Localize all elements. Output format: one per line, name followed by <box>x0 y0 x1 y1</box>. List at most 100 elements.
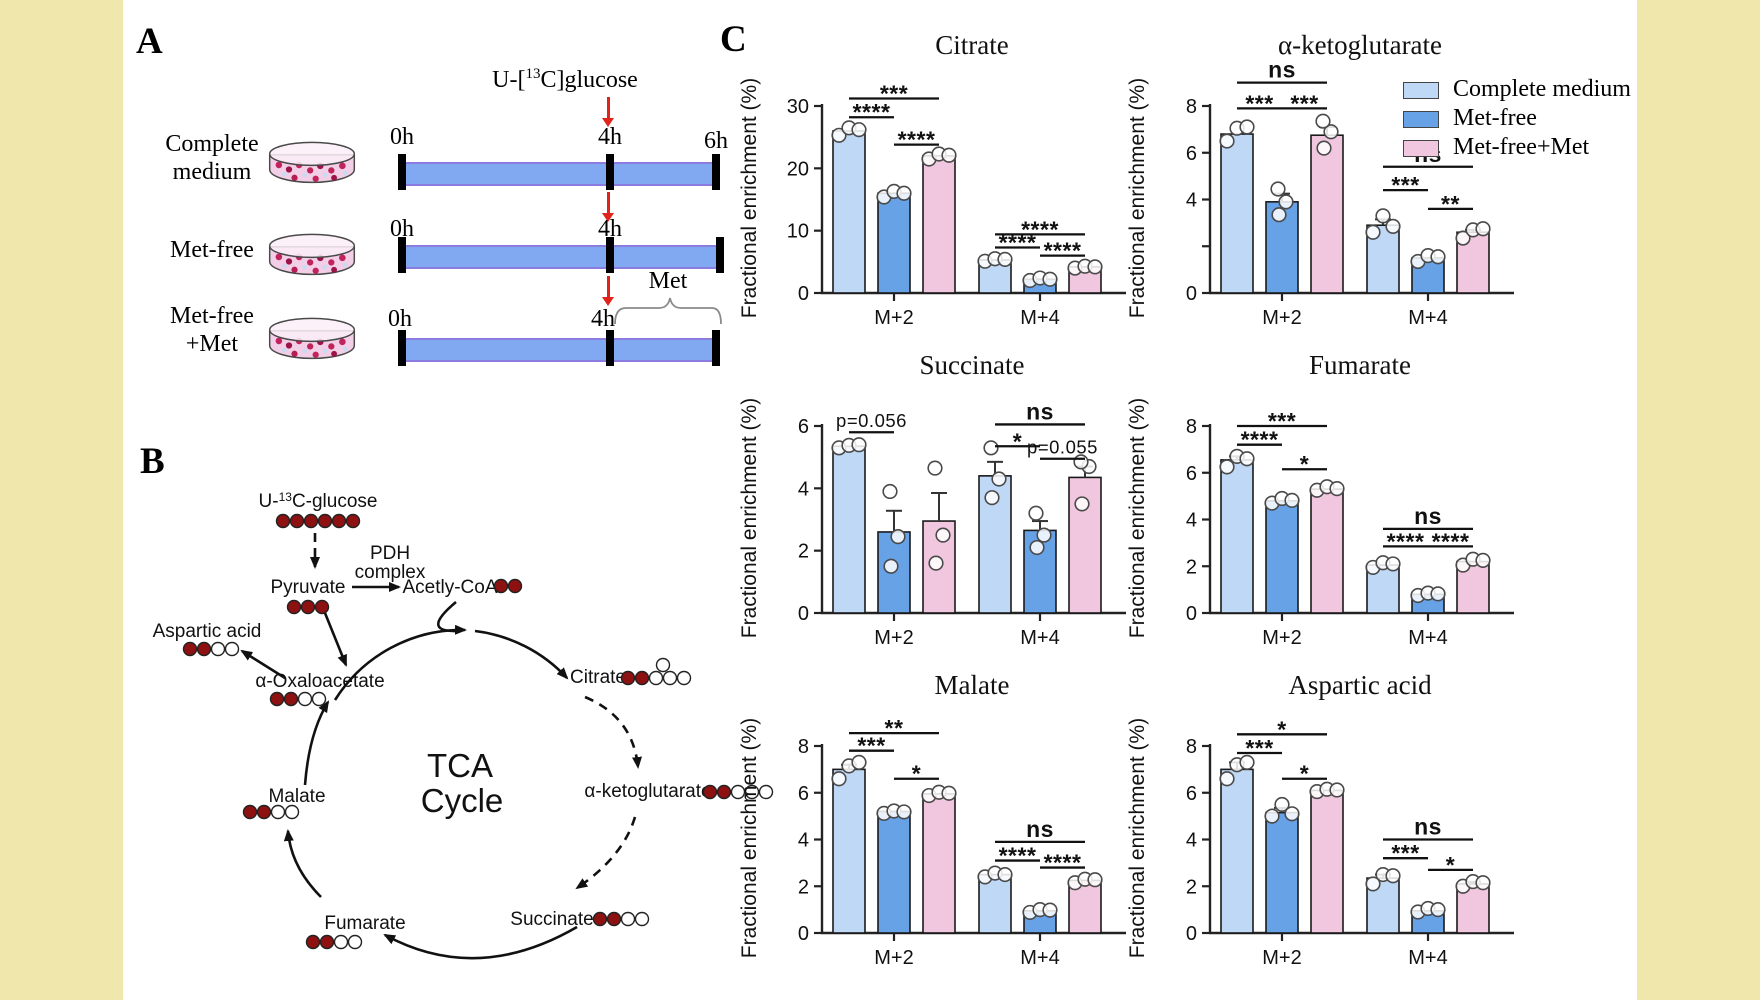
data-point <box>1087 872 1103 888</box>
y-tick-label: 6 <box>798 783 809 805</box>
data-point <box>1219 771 1235 787</box>
data-point <box>984 490 1000 506</box>
bar-met-free <box>877 192 911 294</box>
timeline-tick-label: 6h <box>704 128 728 154</box>
labeled-glucose-title: U-[13C]glucose <box>492 66 638 94</box>
significance-label: **** <box>1044 238 1082 264</box>
petri-dish-icon <box>266 316 358 364</box>
unlabeled-carbon-icon <box>270 804 286 820</box>
significance-label: **** <box>999 843 1037 869</box>
unlabeled-carbon-icon <box>662 670 678 686</box>
data-point <box>1323 124 1339 140</box>
significance-label: * <box>912 761 921 787</box>
y-tick-label: 2 <box>1186 876 1197 898</box>
data-point <box>1087 259 1103 275</box>
left-margin-band <box>0 0 123 1000</box>
significance-label: ns <box>1026 816 1054 842</box>
data-point <box>1042 271 1058 287</box>
data-point <box>890 529 906 545</box>
data-point <box>1475 552 1491 569</box>
chart-svg: Fumarate Fractional enrichment (%) 0 2 4 6 8 M+… <box>1126 350 1514 649</box>
timeline-tick <box>716 237 724 273</box>
significance-label: ns <box>1414 503 1442 529</box>
data-point <box>1239 451 1255 467</box>
y-tick-label: 0 <box>1186 283 1197 305</box>
significance-label: ** <box>885 715 904 741</box>
labeled-carbon-icon <box>345 513 361 529</box>
y-tick-label: 4 <box>798 478 809 500</box>
akg-node-label: α-ketoglutarate <box>584 781 711 802</box>
data-point <box>1475 221 1491 237</box>
unlabeled-carbon-icon <box>333 934 349 950</box>
cycle-arc-oaa-to-top <box>333 624 467 701</box>
condition-line1: Complete <box>165 131 259 157</box>
data-point <box>927 460 943 476</box>
bar-complete-medium <box>1220 133 1254 294</box>
significance-label: p=0.056 <box>836 410 907 431</box>
legend-swatch <box>1403 140 1439 157</box>
data-point <box>1385 868 1401 884</box>
significance-label: **** <box>1044 850 1082 876</box>
data-point <box>997 866 1013 883</box>
aspartate-node-label: Aspartic acid <box>153 621 262 642</box>
y-axis-label: Fractional enrichment (%) <box>1126 718 1149 958</box>
data-point <box>1284 492 1300 508</box>
timeline-tick <box>398 237 406 273</box>
significance-label: *** <box>880 81 908 107</box>
timeline-tick-label: 0h <box>388 306 412 332</box>
tracer-arrow-row2 <box>602 192 614 222</box>
bar-met-free-met <box>1310 789 1344 934</box>
chart-aspartate: Aspartic acid Fractional enrichment (%) 0 2… <box>1120 656 1600 978</box>
data-point <box>941 785 957 801</box>
labeled-carbon-icon <box>182 641 198 657</box>
significance-label: *** <box>1245 735 1273 761</box>
condition-line1: Met-free <box>170 303 254 329</box>
data-point <box>1029 539 1045 556</box>
condition-line1: Met-free <box>170 237 254 263</box>
met-bracket <box>614 297 722 325</box>
timeline-tick-label: 0h <box>390 124 414 150</box>
unlabeled-carbon-icon <box>311 691 327 707</box>
data-point <box>1316 140 1332 156</box>
significance-label: *** <box>857 733 885 759</box>
significance-label: **** <box>1241 427 1279 453</box>
unlabeled-carbon-icon <box>347 934 363 950</box>
labeled-carbon-icon <box>331 513 347 529</box>
significance-label: *** <box>1268 408 1296 434</box>
chart-svg: Malate Fractional enrichment (%) 0 2 4 6 8 M+2 *… <box>738 670 1126 969</box>
cycle-arc-top-to-citrate <box>474 629 569 680</box>
significance-label: **** <box>1387 528 1425 554</box>
significance-label: * <box>1300 451 1309 477</box>
y-tick-label: 6 <box>1186 463 1197 485</box>
chart-title: α-ketoglutarate <box>1278 30 1442 60</box>
condition-label-met-free: Met-free <box>146 236 278 264</box>
data-point <box>1365 224 1381 240</box>
x-tick-label: M+4 <box>1020 947 1059 969</box>
y-tick-label: 4 <box>798 830 809 852</box>
data-point <box>941 147 957 163</box>
condition-label-met-free-plus-met: Met-free +Met <box>146 302 278 358</box>
data-point <box>1278 194 1294 210</box>
akg-to-succinate-dashed-arc <box>575 816 637 890</box>
chart-succinate: Succinate Fractional enrichment (%) 0 2 4 6 M+… <box>660 336 1140 658</box>
data-point <box>1239 754 1255 770</box>
timeline-tick-label: 4h <box>591 306 615 332</box>
bar-met-free-met <box>1310 488 1344 614</box>
y-tick-label: 0 <box>798 283 809 305</box>
data-point <box>935 527 951 543</box>
data-point <box>1329 782 1345 798</box>
timeline-tick <box>712 330 720 366</box>
bar-met-free-met <box>1310 134 1344 294</box>
data-point <box>1430 586 1446 602</box>
fumarate-to-malate-arc <box>283 829 322 898</box>
labeled-carbon-icon <box>592 911 608 927</box>
y-axis-label: Fractional enrichment (%) <box>1126 78 1149 318</box>
oxaloacetate-to-aspartate-arrow <box>240 649 286 680</box>
data-point <box>1239 119 1255 135</box>
significance-label: ns <box>1026 398 1054 424</box>
legend-label: Met-free+Met <box>1453 134 1590 160</box>
malate-node-label: Malate <box>268 786 325 807</box>
unlabeled-carbon-icon <box>730 784 746 800</box>
data-point <box>882 483 898 500</box>
chart-fumarate: Fumarate Fractional enrichment (%) 0 2 4 6 8 M+… <box>1120 336 1600 658</box>
